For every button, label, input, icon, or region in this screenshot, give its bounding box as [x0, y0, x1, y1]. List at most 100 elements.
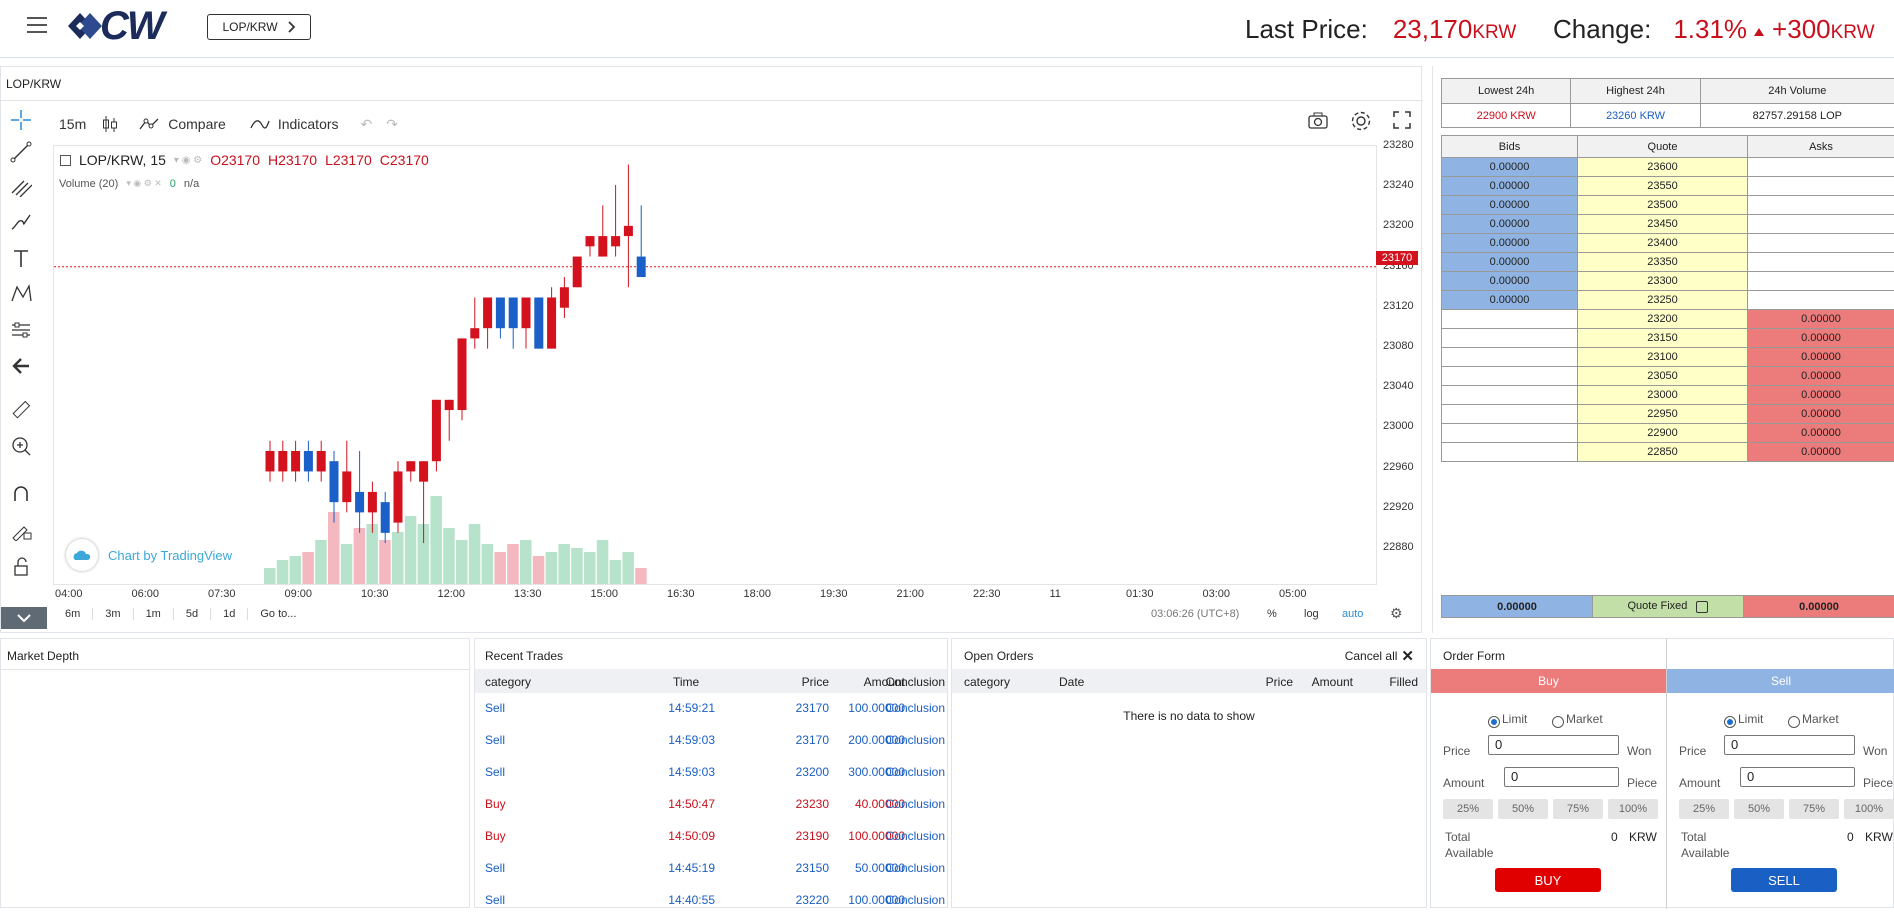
arrow-left-icon[interactable]	[7, 353, 35, 379]
magnet-icon[interactable]	[7, 481, 35, 507]
buy-price-input[interactable]: 0	[1488, 735, 1619, 755]
tradingview-watermark[interactable]: Chart by TradingView	[66, 539, 232, 571]
trade-conclusion-link[interactable]: Conclusion	[865, 797, 945, 811]
range-button[interactable]: 3m	[93, 608, 133, 620]
chart-area[interactable]: LOP/KRW, 15 ▾ ◉ ⚙ O23170 H23170 L23170 C…	[53, 145, 1377, 585]
auto-toggle[interactable]: auto	[1342, 608, 1363, 620]
trade-conclusion-link[interactable]: Conclusion	[865, 861, 945, 875]
sell-amount-input[interactable]: 0	[1740, 767, 1855, 787]
sell-header[interactable]: Sell	[1667, 669, 1894, 693]
sell-market-radio[interactable]	[1788, 716, 1800, 728]
buy-percent-button[interactable]: 50%	[1498, 799, 1548, 819]
buy-percent-button[interactable]: 25%	[1443, 799, 1493, 819]
buy-submit-button[interactable]: BUY	[1495, 868, 1601, 892]
range-button[interactable]: 5d	[174, 608, 211, 620]
compare-button[interactable]: Compare	[168, 116, 226, 132]
trade-conclusion-link[interactable]: Conclusion	[865, 733, 945, 747]
buy-amount-input[interactable]: 0	[1504, 767, 1619, 787]
buy-limit-radio[interactable]	[1488, 716, 1500, 728]
fib-tool-icon[interactable]	[7, 173, 35, 199]
trade-time: 14:59:03	[595, 765, 715, 779]
sell-percent-button[interactable]: 25%	[1679, 799, 1729, 819]
redo-icon[interactable]: ↷	[386, 116, 398, 133]
buy-percent-button[interactable]: 75%	[1553, 799, 1603, 819]
sell-limit-radio[interactable]	[1724, 716, 1736, 728]
volume-bar	[341, 544, 353, 584]
logo[interactable]: CW	[64, 6, 163, 46]
percent-toggle[interactable]: %	[1267, 608, 1277, 620]
stat-header: Highest 24h	[1571, 79, 1700, 104]
prediction-tool-icon[interactable]	[7, 317, 35, 343]
goto-button[interactable]: Go to...	[248, 608, 308, 620]
fullscreen-icon[interactable]	[1392, 110, 1412, 135]
collapse-toolbar-button[interactable]	[1, 607, 47, 629]
buy-percent-button[interactable]: 100%	[1608, 799, 1658, 819]
camera-icon[interactable]	[1307, 111, 1329, 136]
cancel-all-button[interactable]: Cancel all ✕	[1345, 647, 1414, 665]
zoom-in-icon[interactable]	[7, 433, 35, 459]
lowest-24h: 22900 KRW	[1442, 104, 1571, 128]
orderbook-footer: 0.00000 Quote Fixed 0.00000	[1441, 595, 1894, 618]
range-button[interactable]: 1d	[211, 608, 248, 620]
range-button[interactable]: 1m	[134, 608, 174, 620]
ruler-icon[interactable]	[7, 397, 35, 423]
trade-conclusion-link[interactable]: Conclusion	[865, 829, 945, 843]
ask-cell	[1748, 291, 1894, 310]
quote-fixed-checkbox[interactable]	[1696, 601, 1708, 613]
log-toggle[interactable]: log	[1304, 608, 1319, 620]
candle-type-icon[interactable]	[100, 114, 120, 134]
interval-selector[interactable]: 15m	[59, 116, 86, 132]
range-button[interactable]: 6m	[53, 608, 93, 620]
lock-drawing-icon[interactable]	[7, 517, 35, 543]
pair-selector-button[interactable]: LOP/KRW	[207, 14, 311, 40]
trade-conclusion-link[interactable]: Conclusion	[865, 765, 945, 779]
candle-body	[381, 502, 390, 533]
orderbook-header-bids: Bids	[1442, 136, 1578, 158]
crosshair-icon[interactable]	[7, 107, 35, 133]
trade-conclusion-link[interactable]: Conclusion	[865, 701, 945, 715]
undo-icon[interactable]: ↶	[361, 116, 373, 133]
sell-price-input[interactable]: 0	[1724, 735, 1855, 755]
collapse-legend-icon[interactable]	[60, 155, 71, 166]
hamburger-menu-icon[interactable]	[27, 17, 47, 35]
brush-icon[interactable]	[7, 209, 35, 235]
trend-line-icon[interactable]	[7, 139, 35, 165]
axis-settings-gear-icon[interactable]: ⚙	[1390, 605, 1403, 622]
buy-market-radio[interactable]	[1552, 716, 1564, 728]
sell-percent-button[interactable]: 50%	[1734, 799, 1784, 819]
pattern-tool-icon[interactable]	[7, 281, 35, 307]
sell-submit-button[interactable]: SELL	[1731, 868, 1837, 892]
buy-header[interactable]: Buy	[1431, 669, 1666, 693]
indicators-button[interactable]: Indicators	[278, 116, 339, 132]
trade-conclusion-link[interactable]: Conclusion	[865, 893, 945, 907]
unlock-icon[interactable]	[7, 553, 35, 579]
sell-percent-button[interactable]: 75%	[1789, 799, 1839, 819]
sell-percent-button[interactable]: 100%	[1844, 799, 1894, 819]
text-tool-icon[interactable]	[7, 245, 35, 271]
settings-gear-icon[interactable]	[1350, 110, 1372, 137]
